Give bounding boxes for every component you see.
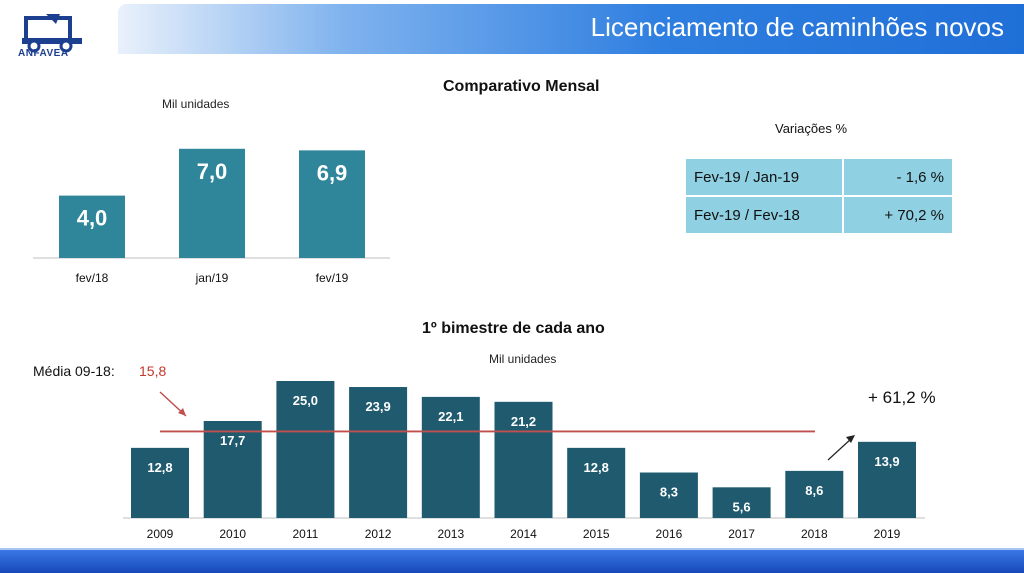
yearly-tick-label: 2010: [219, 527, 246, 541]
monthly-tick-label: fev/18: [76, 271, 109, 285]
yearly-tick-label: 2014: [510, 527, 537, 541]
logo-text: ANFAVEA: [18, 48, 69, 59]
growth-arrow: [827, 437, 853, 461]
anfavea-logo-icon: [22, 14, 82, 53]
yearly-bar-value: 22,1: [438, 409, 463, 424]
growth-arrowhead: [846, 435, 855, 443]
variations-table: Fev-19 / Jan-19 - 1,6 % Fev-19 / Fev-18 …: [684, 157, 954, 235]
header-bar: Licenciamento de caminhões novos: [118, 4, 1024, 54]
yearly-bar: [712, 487, 771, 518]
bimester-title: 1º bimestre de cada ano: [422, 320, 605, 337]
growth-label: + 61,2 %: [868, 388, 936, 407]
yearly-bar: [858, 441, 916, 518]
yearly-bar-value: 23,9: [365, 399, 390, 414]
yearly-tick-label: 2018: [801, 527, 828, 541]
monthly-bar: [59, 195, 125, 258]
average-pointer-arrowhead: [178, 408, 186, 416]
yearly-tick-label: 2015: [583, 527, 610, 541]
yearly-bar: [203, 421, 262, 518]
yearly-bar: [349, 387, 408, 518]
yearly-tick-label: 2016: [656, 527, 683, 541]
monthly-title: Comparativo Mensal: [443, 78, 600, 95]
monthly-unit: Mil unidades: [162, 97, 230, 111]
monthly-tick-label: fev/19: [316, 271, 349, 285]
yearly-tick-label: 2012: [365, 527, 392, 541]
yearly-tick-label: 2019: [874, 527, 901, 541]
yearly-bar-value: 8,6: [805, 483, 823, 498]
table-row: Fev-19 / Fev-18 + 70,2 %: [684, 195, 954, 235]
monthly-tick-label: jan/19: [195, 271, 229, 285]
yearly-bar-value: 12,8: [147, 460, 172, 475]
variation-label: Fev-19 / Fev-18: [684, 195, 844, 235]
variation-label: Fev-19 / Jan-19: [684, 157, 844, 197]
yearly-bar-value: 21,2: [511, 414, 536, 429]
yearly-bar: [567, 447, 626, 518]
yearly-bar: [785, 470, 844, 518]
footer-bar: [0, 550, 1024, 573]
bimester-unit: Mil unidades: [489, 352, 557, 366]
footer-divider: [0, 548, 1024, 550]
yearly-tick-label: 2009: [147, 527, 174, 541]
variations-title: Variações %: [775, 121, 848, 136]
yearly-bar: [639, 472, 698, 518]
yearly-bar-value: 25,0: [293, 393, 318, 408]
yearly-bar: [276, 381, 335, 518]
monthly-bar-value: 6,9: [317, 160, 348, 185]
yearly-bar-value: 12,8: [584, 460, 609, 475]
yearly-tick-label: 2011: [292, 527, 318, 541]
monthly-bar: [299, 150, 365, 258]
yearly-bar: [131, 447, 189, 518]
page-title: Licenciamento de caminhões novos: [590, 12, 1004, 42]
yearly-bar-value: 8,3: [660, 485, 678, 500]
monthly-bar-value: 7,0: [197, 159, 228, 184]
monthly-bar-value: 4,0: [77, 206, 108, 231]
table-row: Fev-19 / Jan-19 - 1,6 %: [684, 157, 954, 197]
yearly-bar: [494, 401, 553, 518]
yearly-bar-value: 5,6: [733, 499, 751, 514]
average-value: 15,8: [139, 363, 167, 379]
yearly-tick-label: 2013: [437, 527, 464, 541]
yearly-bar-value: 13,9: [874, 454, 899, 469]
yearly-bar: [421, 396, 480, 518]
variation-value: + 70,2 %: [842, 195, 954, 235]
average-label: Média 09-18:: [33, 363, 115, 379]
yearly-bar-value: 17,7: [220, 433, 245, 448]
yearly-tick-label: 2017: [728, 527, 755, 541]
monthly-bar: [179, 148, 245, 258]
monthly-bar-chart: 4,0 fev/18 7,0 jan/19 6,9 fev/19: [33, 148, 390, 285]
variation-value: - 1,6 %: [842, 157, 954, 197]
